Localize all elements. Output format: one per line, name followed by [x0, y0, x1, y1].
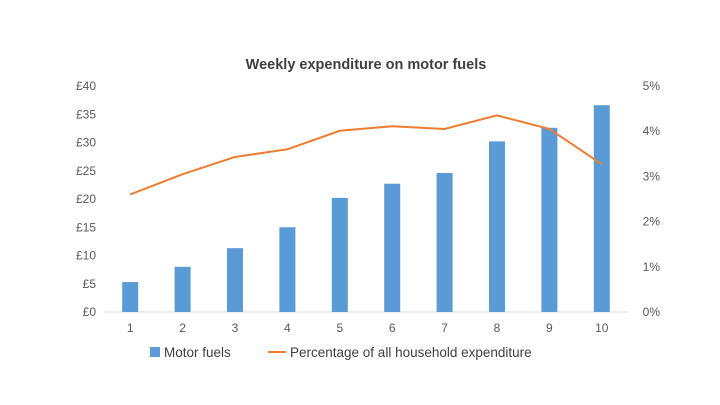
x-tick-label: 9 — [546, 321, 553, 335]
x-tick-label: 1 — [127, 321, 134, 335]
left-tick-label: £30 — [76, 136, 96, 150]
left-tick-label: £25 — [76, 164, 96, 178]
bar — [122, 282, 139, 312]
bar — [384, 183, 401, 312]
bar — [331, 197, 348, 312]
chart-title: Weekly expenditure on motor fuels — [246, 57, 487, 73]
x-axis: 1 2 3 4 5 6 7 8 9 10 — [127, 321, 609, 335]
left-tick-label: £0 — [83, 305, 97, 319]
x-tick-label: 5 — [336, 321, 343, 335]
x-tick-label: 6 — [389, 321, 396, 335]
bar — [593, 105, 610, 313]
right-tick-label: 0% — [643, 305, 661, 319]
bar — [174, 266, 191, 312]
right-tick-label: 5% — [643, 79, 661, 93]
right-tick-label: 1% — [643, 260, 661, 274]
x-tick-label: 8 — [494, 321, 501, 335]
x-tick-label: 2 — [179, 321, 186, 335]
left-tick-label: £10 — [76, 249, 96, 263]
series-line — [129, 114, 603, 196]
line-series — [129, 114, 603, 196]
legend: Motor fuels Percentage of all household … — [150, 345, 532, 360]
x-tick-label: 3 — [232, 321, 239, 335]
left-axis: £0 £5 £10 £15 £20 £25 £30 £35 £40 — [76, 79, 96, 319]
x-tick-label: 10 — [595, 321, 609, 335]
bar-series — [122, 105, 610, 313]
right-tick-label: 3% — [643, 169, 661, 183]
bar — [279, 227, 296, 312]
right-tick-label: 2% — [643, 215, 661, 229]
right-tick-label: 4% — [643, 124, 661, 138]
x-tick-label: 7 — [441, 321, 448, 335]
left-tick-label: £35 — [76, 107, 96, 121]
x-tick-label: 4 — [284, 321, 291, 335]
right-axis: 0% 1% 2% 3% 4% 5% — [643, 79, 661, 319]
legend-label-motor-fuels: Motor fuels — [164, 345, 231, 360]
left-tick-label: £5 — [83, 277, 97, 291]
bar — [489, 141, 505, 312]
left-tick-label: £40 — [76, 79, 96, 93]
left-tick-label: £15 — [76, 220, 96, 234]
legend-swatch-motor-fuels — [150, 347, 160, 357]
bar — [227, 248, 243, 312]
bar — [541, 127, 558, 312]
bar — [436, 173, 453, 312]
left-tick-label: £20 — [76, 192, 96, 206]
legend-label-percentage: Percentage of all household expenditure — [290, 345, 532, 360]
